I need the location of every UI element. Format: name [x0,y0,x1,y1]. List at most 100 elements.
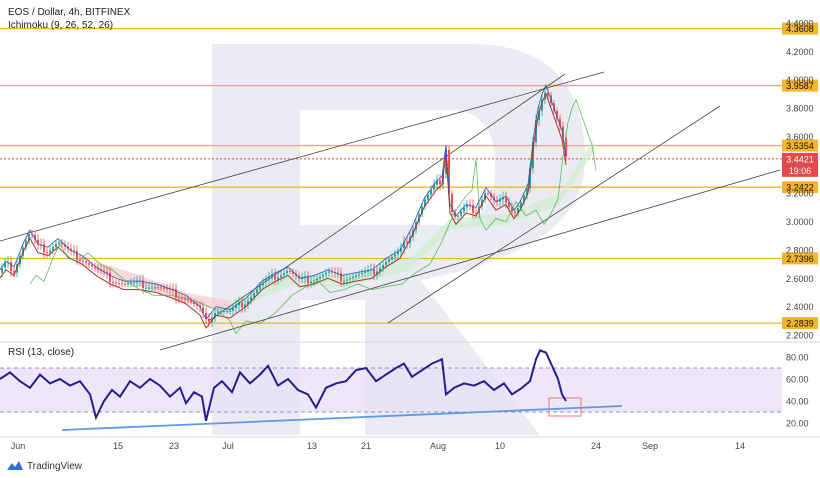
candle-body [241,302,243,308]
rsi-line [0,349,567,422]
candle-body [220,311,222,313]
candle-body [187,299,189,301]
cloud-segment [510,193,560,224]
candle-body [271,274,273,277]
candle-body [61,242,63,245]
candle-body [109,272,111,282]
candle-body [37,239,39,245]
candle-body [274,274,276,280]
candle-body [499,199,501,202]
candle-body [385,261,387,266]
candle-body [487,193,489,195]
brand-footer[interactable]: TradingView [6,460,82,472]
price-axis: 4.4000 4.2000 4.0000 3.8000 3.6000 3.2000 3.00… [786,19,814,429]
candle-body [508,202,510,208]
candle-body [217,311,219,313]
candle-body [286,270,288,274]
level-label: 3.5354 [786,141,814,151]
candle-body [46,252,48,254]
candle-body [181,298,183,300]
candle-body [172,288,174,290]
candle-body [484,193,486,200]
candle-body [55,243,57,248]
time-tick-label: Sep [642,441,658,451]
candle-body [133,281,135,283]
candle-body [154,287,156,289]
candle-body [283,273,285,276]
time-tick-label: 23 [169,441,179,451]
price-tick-label: 2.4000 [786,302,814,312]
price-tick-label: 3.2000 [786,189,814,199]
time-tick-label: 15 [113,441,123,451]
candle-body [523,195,525,203]
candle-body [79,259,81,261]
candle-body [112,281,114,283]
candle-body [394,254,396,257]
candle-body [310,281,312,284]
candle-body [514,211,516,214]
level-label: 3.2422 [786,183,814,193]
candle-body [157,287,159,289]
candle-body [94,266,96,269]
candle-body [502,197,504,200]
candle-body [373,269,375,275]
time-tick-label: 21 [361,441,371,451]
level-label: 2.7396 [786,254,814,264]
candle-body [280,275,282,278]
candle-body [538,110,540,121]
candle-body [364,271,366,273]
candle-body [337,272,339,274]
candle-body [256,289,258,294]
candle-body [268,276,270,280]
candle-body [319,276,321,279]
trendlines [0,71,781,431]
time-tick-label: Jun [11,441,26,451]
watermark-logo [212,44,585,435]
candle-body [376,271,378,275]
level-label: 2.2839 [786,319,814,329]
candle-body [532,142,534,169]
candle-body [34,235,36,240]
cloud-segment [186,292,230,313]
candle-body [313,280,315,282]
time-tick-label: 10 [495,441,505,451]
level-tag [782,317,818,330]
rsi-tick-label: 20.00 [786,419,809,429]
cloud-segment [140,275,186,305]
tenkan-line [0,84,567,321]
candle-body [559,118,561,127]
current-price-tag [782,152,818,177]
candle-body [13,271,15,273]
price-tick-label: 3.0000 [786,217,814,227]
candle-body [208,318,210,322]
candle-body [193,302,195,304]
candle-body [259,285,261,290]
candle-body [424,199,426,207]
candle-body [547,92,549,96]
candle-body [175,289,177,298]
candle-body [10,261,12,272]
candle-body [151,287,153,289]
candle-body [466,204,468,208]
price-tick-label: 4.0000 [786,75,814,85]
candle-body [232,308,234,311]
candle-body [88,263,90,265]
candle-body [97,268,99,270]
candle-body [307,276,309,284]
price-tick-label: 2.2000 [786,331,814,341]
trendline [159,169,781,351]
candle-body [556,110,558,119]
price-series [0,84,597,335]
candle-body [421,206,423,215]
price-tick-label: 3.8000 [786,104,814,114]
candle-body [148,287,150,289]
candle-body [430,189,432,195]
candle-body [265,279,267,282]
candle-body [289,270,291,272]
candle-body [427,194,429,200]
chikou-line [29,98,597,335]
candle-body [472,204,474,213]
candle-body [1,267,3,273]
candle-body [433,184,435,190]
